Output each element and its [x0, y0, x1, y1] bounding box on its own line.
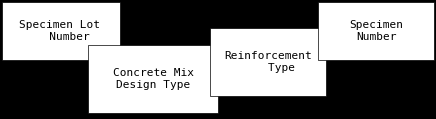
Text: Reinforcement
    Type: Reinforcement Type	[224, 51, 312, 73]
Bar	[210, 28, 326, 96]
Bar	[88, 45, 218, 113]
Bar	[318, 2, 434, 60]
Text: Specimen Lot
   Number: Specimen Lot Number	[18, 20, 99, 42]
Text: Concrete Mix
Design Type: Concrete Mix Design Type	[112, 68, 194, 90]
Bar	[2, 2, 120, 60]
Text: Specimen
Number: Specimen Number	[349, 20, 403, 42]
